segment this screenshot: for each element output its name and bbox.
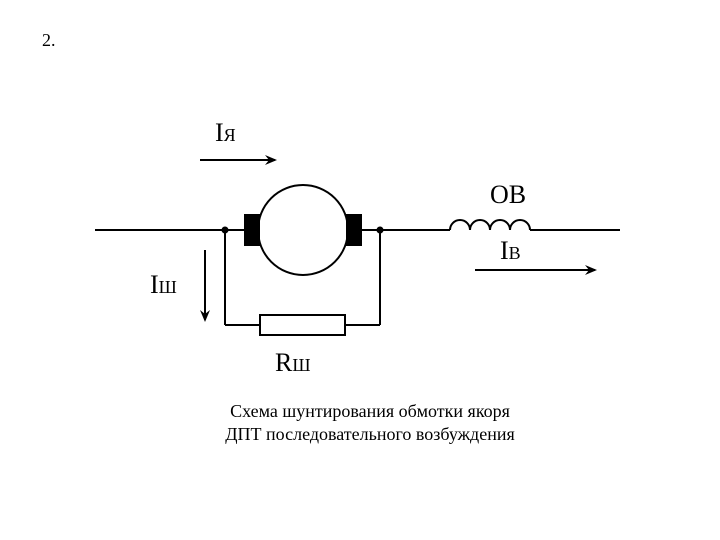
diagram-canvas: 2.: [0, 0, 720, 540]
node-left: [222, 227, 229, 234]
circuit-svg: [0, 0, 720, 540]
label-r-sh-main: R: [275, 348, 292, 377]
label-ov-text: ОВ: [490, 180, 526, 209]
inductor-ov: [450, 220, 530, 230]
motor-armature: [258, 185, 348, 275]
resistor-rsh: [260, 315, 345, 335]
label-i-sh-main: I: [150, 270, 159, 299]
label-ov: ОВ: [490, 180, 526, 210]
node-right: [377, 227, 384, 234]
label-i-v: IВ: [500, 236, 521, 266]
caption: Схема шунтирования обмотки якоря ДПТ пос…: [200, 400, 540, 445]
label-i-ya-sub: Я: [224, 125, 236, 145]
label-i-v-main: I: [500, 236, 509, 265]
label-i-sh-sub: Ш: [159, 277, 177, 297]
caption-line1: Схема шунтирования обмотки якоря: [230, 401, 510, 421]
label-i-ya-main: I: [215, 118, 224, 147]
label-i-ya: IЯ: [215, 118, 236, 148]
label-r-sh: RШ: [275, 348, 311, 378]
brush-right: [346, 214, 362, 246]
label-r-sh-sub: Ш: [292, 355, 310, 375]
caption-line2: ДПТ последовательного возбуждения: [225, 424, 515, 444]
label-i-v-sub: В: [509, 243, 521, 263]
label-i-sh: IШ: [150, 270, 177, 300]
